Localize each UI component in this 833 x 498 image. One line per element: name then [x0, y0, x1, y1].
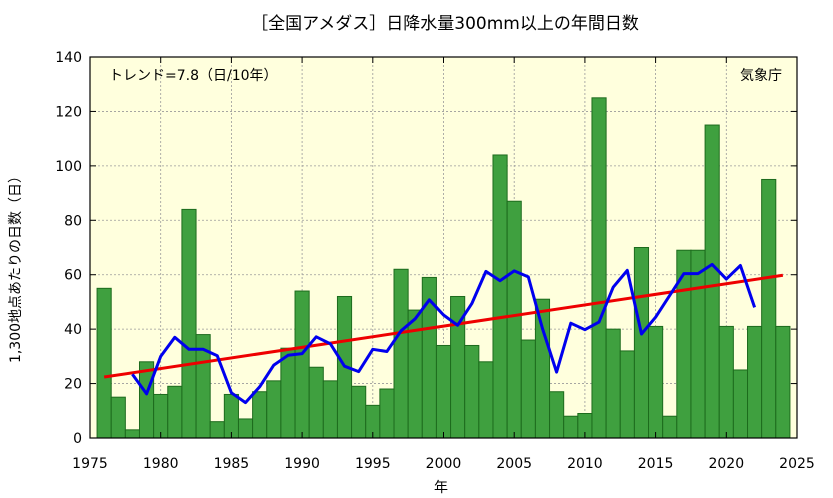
bar	[534, 298, 551, 439]
bar	[138, 361, 155, 439]
x-tick-label: 2015	[638, 456, 674, 472]
bar	[563, 415, 579, 439]
bar	[153, 393, 169, 439]
bar	[110, 396, 126, 439]
bar	[690, 249, 706, 439]
x-tick-label: 2025	[779, 456, 815, 472]
bar	[464, 344, 480, 439]
bar	[718, 325, 734, 439]
x-tick-label: 1975	[72, 456, 108, 472]
x-axis: 1975 1980 1985 1990 1995 2000 2005 2010 2015 2020…	[72, 57, 815, 472]
bar	[223, 393, 239, 439]
bar	[775, 325, 791, 439]
bar	[308, 366, 324, 439]
chart-title: ［全国アメダス］日降水量300mm以上の年間日数	[251, 14, 639, 34]
y-tick-label: 60	[64, 268, 82, 284]
bar	[747, 325, 763, 439]
x-tick-label: 2010	[567, 456, 603, 472]
bar	[266, 380, 282, 439]
trend-annotation: トレンド=7.8（日/10年）	[109, 68, 278, 84]
bar	[478, 361, 494, 439]
x-tick-label: 1985	[214, 456, 250, 472]
bar	[619, 350, 635, 439]
bar	[676, 249, 692, 439]
trend-line-path	[103, 273, 784, 379]
bar	[591, 97, 607, 439]
moving-average-path	[131, 262, 757, 405]
y-tick-label: 0	[73, 431, 82, 447]
y-tick-label: 100	[55, 159, 82, 175]
bar	[351, 385, 367, 439]
x-tick-label: 2000	[426, 456, 462, 472]
bar	[393, 268, 409, 439]
bar	[506, 200, 522, 439]
x-tick-label: 1995	[355, 456, 391, 472]
x-axis-label: 年	[434, 480, 448, 496]
bars	[96, 97, 791, 439]
y-tick-label: 80	[64, 213, 82, 229]
bar	[520, 339, 536, 439]
bar	[549, 391, 565, 439]
x-tick-label: 1990	[284, 456, 320, 472]
y-axis-label: 1,300地点あたりの日数（日）	[8, 169, 24, 363]
trend-line	[103, 273, 784, 379]
bar	[435, 344, 452, 439]
y-axis: 0 20 40 60 80 100 120 140	[55, 50, 797, 447]
bar	[633, 247, 650, 439]
bar	[704, 124, 720, 439]
bar	[181, 208, 197, 439]
bar	[492, 154, 508, 439]
bar	[209, 421, 225, 439]
bar	[379, 388, 395, 439]
bar	[96, 287, 112, 439]
bar	[124, 429, 140, 439]
bar	[605, 328, 621, 439]
bar	[662, 415, 678, 439]
x-tick-label: 1980	[143, 456, 179, 472]
source-label: 気象庁	[740, 68, 782, 84]
y-tick-label: 140	[55, 50, 82, 66]
moving-average-line	[131, 262, 757, 405]
x-tick-label: 2005	[496, 456, 532, 472]
bar	[280, 347, 296, 439]
bar	[237, 418, 254, 439]
bar	[252, 391, 268, 439]
bar	[761, 178, 777, 439]
bar	[322, 380, 338, 439]
y-tick-label: 120	[55, 104, 82, 120]
bar	[167, 385, 183, 439]
x-tick-label: 2020	[708, 456, 744, 472]
bar	[648, 325, 664, 439]
y-tick-label: 40	[64, 322, 82, 338]
bar	[732, 369, 749, 439]
bar	[294, 290, 310, 439]
y-tick-label: 20	[64, 377, 82, 393]
